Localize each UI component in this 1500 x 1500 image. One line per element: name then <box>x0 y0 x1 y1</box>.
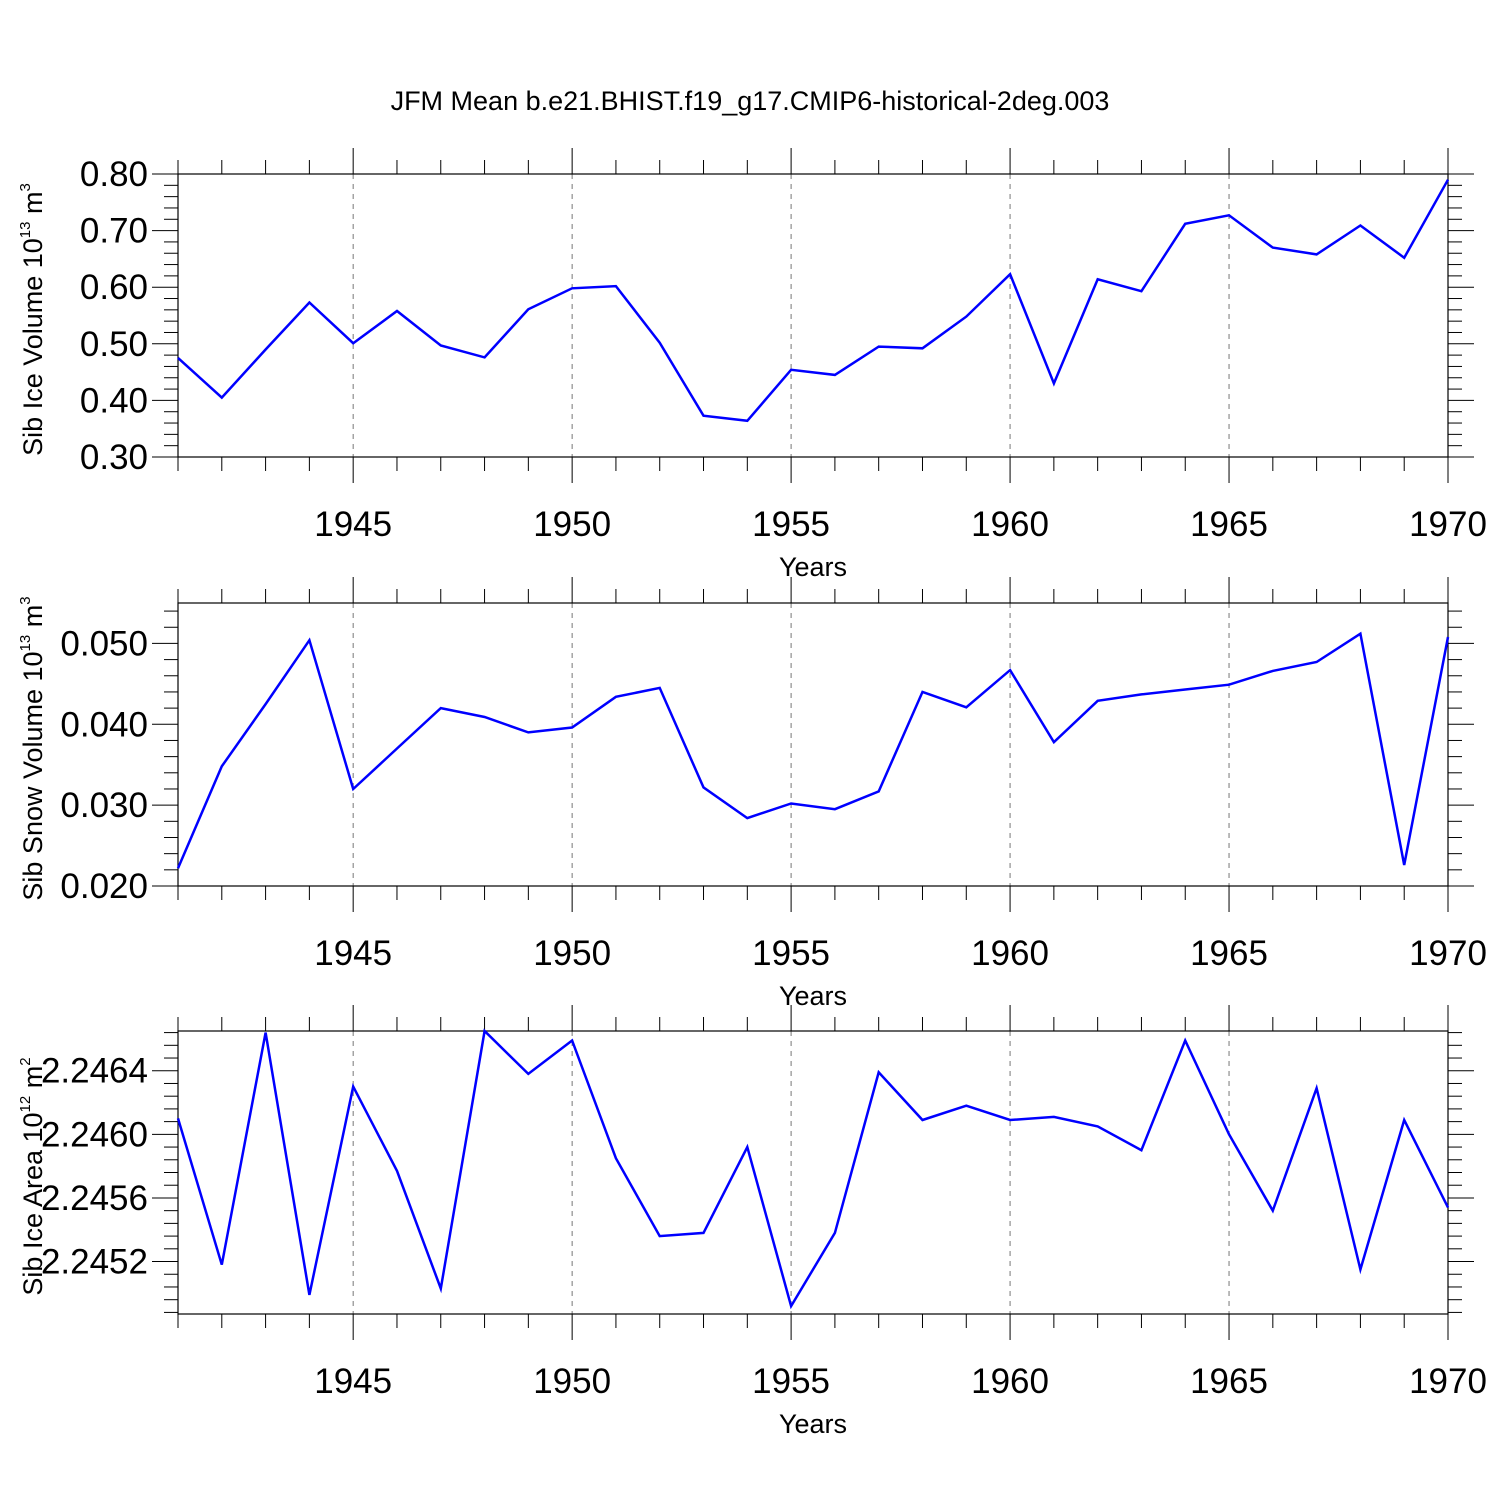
y-axis-title-unit-exponent: 3 <box>17 596 34 604</box>
panel-ice-area: 2.2452 2.2456 2.2460 2.2464 1945 1950 1955 1960… <box>17 1005 1487 1439</box>
x-tick-label: 1955 <box>752 934 830 973</box>
y-axis-title-base: Sib Snow Volume 10 <box>18 651 48 900</box>
series-line <box>176 1028 1450 1310</box>
x-axis-title: Years <box>779 981 847 1011</box>
x-tick-label: 1965 <box>1190 1362 1268 1401</box>
x-tick-label: 1945 <box>314 1362 392 1401</box>
series-line <box>176 631 1450 869</box>
y-tick-label: 0.30 <box>80 438 148 477</box>
x-tick-label: 1965 <box>1190 934 1268 973</box>
y-axis-title-unit: m <box>18 1066 48 1096</box>
x-tick-label: 1950 <box>533 505 611 544</box>
y-tick-label: 0.040 <box>60 705 148 744</box>
y-tick-label: 0.60 <box>80 268 148 307</box>
y-tick-label: 2.2464 <box>41 1052 148 1091</box>
plot-frame <box>177 602 1449 887</box>
x-tick-label: 1970 <box>1409 505 1487 544</box>
x-tick-label: 1965 <box>1190 505 1268 544</box>
x-tick-label: 1955 <box>752 505 830 544</box>
panel-ice-volume: 0.30 0.40 0.50 0.60 0.70 0.80 1945 1950 1955 1960… <box>17 148 1487 582</box>
y-axis-title-exponent: 12 <box>17 1096 34 1113</box>
y-tick-label: 0.80 <box>80 155 148 194</box>
x-axis-title: Years <box>779 1409 847 1439</box>
y-axis-title-unit: m <box>18 605 48 635</box>
figure-title: JFM Mean b.e21.BHIST.f19_g17.CMIP6-histo… <box>391 86 1110 116</box>
x-tick-label: 1970 <box>1409 1362 1487 1401</box>
y-axis-title-unit-exponent: 3 <box>17 183 34 191</box>
y-axis-title-exponent: 13 <box>17 222 34 239</box>
x-tick-label: 1960 <box>971 934 1049 973</box>
y-axis-title-base: Sib Ice Volume 10 <box>18 238 48 456</box>
y-axis-title: Sib Snow Volume 1013 m3 <box>17 596 48 900</box>
x-axis-title: Years <box>779 552 847 582</box>
y-axis-title-unit-exponent: 2 <box>17 1057 34 1065</box>
x-tick-label: 1945 <box>314 505 392 544</box>
y-tick-label: 0.50 <box>80 325 148 364</box>
x-tick-label: 1950 <box>533 934 611 973</box>
y-axis-title-base: Sib Ice Area 10 <box>18 1112 48 1295</box>
x-tick-label: 1945 <box>314 934 392 973</box>
x-tick-label: 1950 <box>533 1362 611 1401</box>
x-tick-label: 1970 <box>1409 934 1487 973</box>
y-axis-title-unit: m <box>18 192 48 222</box>
x-tick-label: 1960 <box>971 1362 1049 1401</box>
y-tick-label: 0.40 <box>80 381 148 420</box>
y-tick-label: 0.030 <box>60 786 148 825</box>
x-tick-label: 1955 <box>752 1362 830 1401</box>
y-tick-label: 0.70 <box>80 212 148 251</box>
y-axis-title: Sib Ice Volume 1013 m3 <box>17 183 48 456</box>
panel-snow-volume: 0.020 0.030 0.040 0.050 1945 1950 1955 1960 1965… <box>17 577 1487 1011</box>
y-axis-title: Sib Ice Area 1012 m2 <box>17 1057 48 1295</box>
y-tick-label: 0.050 <box>60 624 148 663</box>
y-tick-label: 2.2456 <box>41 1179 148 1218</box>
y-tick-label: 2.2452 <box>41 1243 148 1282</box>
y-tick-label: 0.020 <box>60 867 148 906</box>
x-tick-label: 1960 <box>971 505 1049 544</box>
y-axis-title-exponent: 13 <box>17 635 34 652</box>
plot-frame <box>177 173 1449 458</box>
series-line <box>177 179 1450 423</box>
y-tick-label: 2.2460 <box>41 1115 148 1154</box>
panels: 0.30 0.40 0.50 0.60 0.70 0.80 1945 1950 1955 1960… <box>17 148 1487 1439</box>
